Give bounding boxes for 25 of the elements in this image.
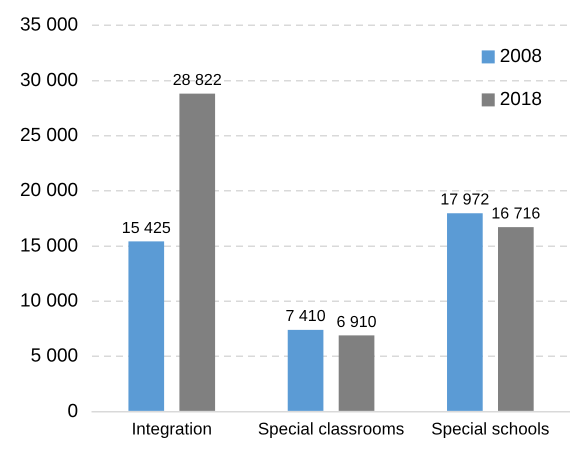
y-tick-label: 25 000	[20, 124, 78, 146]
data-label: 15 425	[122, 220, 171, 237]
data-label: 28 822	[172, 72, 222, 89]
y-tick-label: 10 000	[20, 290, 78, 312]
bar	[498, 227, 534, 411]
y-tick-label: 30 000	[20, 70, 78, 91]
y-tick-label: 15 000	[20, 235, 78, 256]
y-tick-label: 20 000	[20, 180, 78, 202]
legend-label: 2018	[500, 89, 542, 110]
x-tick-label: Special classrooms	[258, 419, 404, 438]
bar	[447, 213, 483, 411]
y-tick-label: 5 000	[30, 346, 78, 367]
data-label: 16 716	[491, 206, 540, 223]
data-label: 6 910	[336, 314, 377, 331]
bar	[338, 335, 374, 411]
x-tick-label: Integration	[132, 419, 212, 438]
data-label: 7 410	[286, 308, 326, 326]
legend-label: 2008	[500, 46, 542, 68]
y-tick-label: 35 000	[20, 14, 78, 36]
bar	[179, 94, 216, 411]
x-tick-label: Special schools	[431, 419, 550, 438]
bar	[288, 330, 324, 411]
bar	[128, 241, 164, 411]
data-label: 17 972	[440, 192, 490, 209]
y-tick-label: 0	[68, 400, 78, 422]
